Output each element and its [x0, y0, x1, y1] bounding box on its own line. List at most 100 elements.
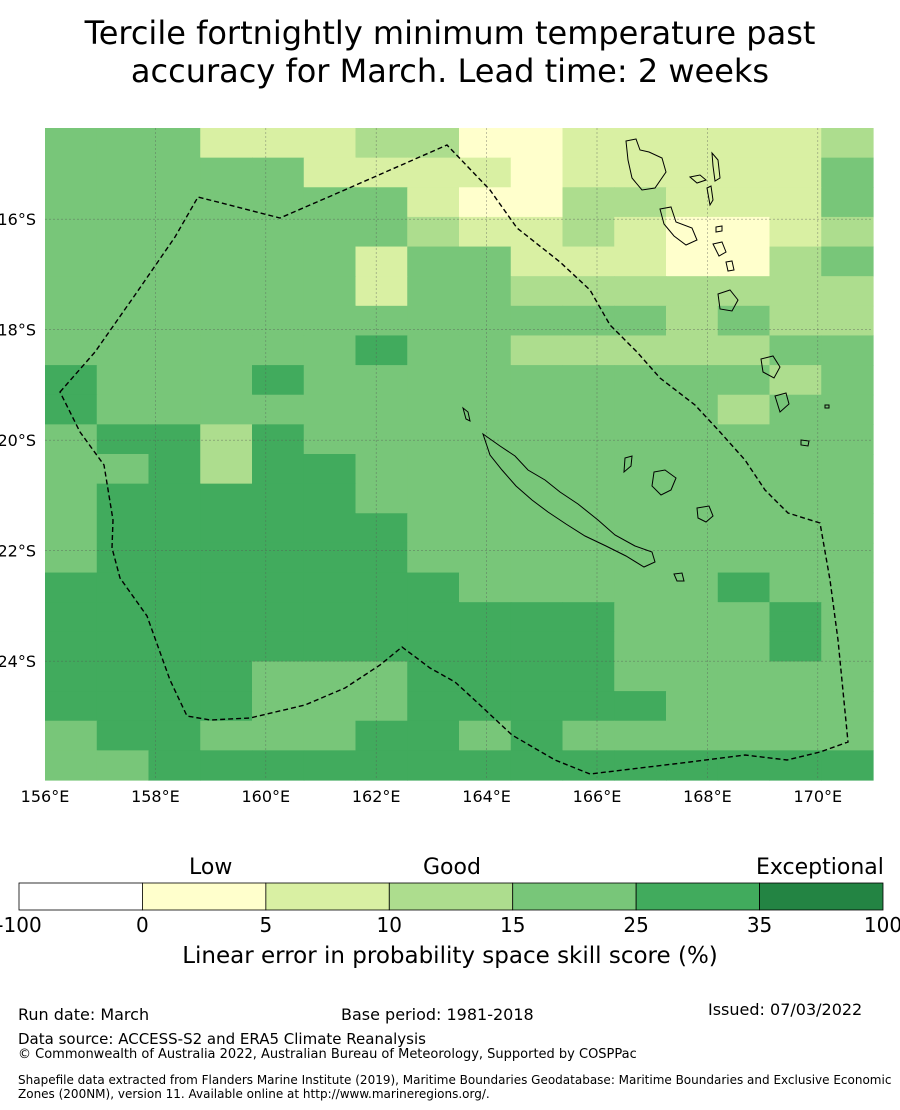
skill-cell: [769, 750, 822, 781]
skill-cell: [510, 187, 564, 218]
skill-cell: [200, 513, 253, 544]
skill-cell: [45, 394, 98, 425]
lon-tick-label: 158°E: [131, 787, 180, 806]
skill-cell: [459, 246, 512, 277]
skill-cell: [200, 128, 253, 159]
island-small-4: [462, 406, 471, 422]
skill-cell: [821, 365, 874, 396]
skill-cell: [355, 335, 408, 366]
colorbar-segment: [512, 882, 637, 911]
skill-cell: [510, 335, 564, 366]
skill-cell: [769, 661, 822, 692]
skill-cell: [562, 216, 615, 248]
lon-tick-label: 156°E: [21, 787, 70, 806]
island-small-1: [715, 225, 723, 233]
skill-cell: [614, 157, 667, 188]
skill-cell: [148, 720, 201, 751]
skill-cell: [303, 216, 357, 248]
skill-cell: [717, 157, 771, 188]
skill-cell: [303, 661, 357, 692]
skill-cell: [562, 602, 615, 633]
map-axis-ticks: 156°E 158°E 160°E 162°E 164°E 166°E 168°E 170°E…: [0, 210, 842, 806]
skill-cell: [407, 157, 460, 188]
skill-cell: [769, 246, 822, 277]
skill-cell: [200, 691, 253, 722]
colorbar-tick-label: 35: [746, 913, 773, 937]
skill-cell: [252, 187, 305, 218]
skill-cell: [666, 424, 719, 455]
skill-cell: [355, 276, 408, 307]
skill-cell: [769, 572, 822, 603]
skill-cell: [148, 157, 201, 188]
island-new-caledonia: [482, 432, 656, 568]
skill-cell: [252, 750, 305, 781]
skill-cell: [717, 365, 771, 396]
island-small-3: [673, 572, 685, 582]
skill-cell: [355, 454, 408, 485]
skill-cell: [200, 216, 253, 248]
island-espiritu-santo: [625, 138, 667, 191]
skill-cell: [562, 513, 615, 544]
skill-cell: [510, 454, 564, 485]
skill-cell: [407, 661, 460, 692]
skill-cell: [252, 454, 305, 485]
skill-cell: [252, 542, 305, 574]
skill-cell: [252, 513, 305, 544]
skill-cell: [407, 454, 460, 485]
skill-cell: [200, 424, 253, 455]
skill-cell: [510, 216, 564, 248]
skill-cell: [717, 187, 771, 218]
skill-cell: [355, 513, 408, 544]
skill-cell: [96, 335, 150, 366]
skill-cell: [562, 661, 615, 692]
island-epi: [712, 241, 727, 257]
skill-cell: [252, 631, 305, 663]
skill-cell: [355, 661, 408, 692]
skill-cell: [45, 750, 98, 781]
skill-cell: [562, 720, 615, 751]
skill-cell: [459, 128, 512, 159]
skill-cell: [200, 365, 253, 396]
skill-cell: [821, 187, 874, 218]
skill-cell: [562, 157, 615, 188]
skill-cell: [96, 513, 150, 544]
skill-cell: [614, 720, 667, 751]
skill-cell: [614, 276, 667, 307]
colorbar-tick-label: 10: [376, 913, 403, 937]
skill-cell: [459, 335, 512, 366]
skill-cell: [562, 365, 615, 396]
island-pentecost: [711, 151, 721, 182]
skill-cell: [45, 335, 98, 366]
skill-cell: [148, 365, 201, 396]
skill-cell: [148, 483, 201, 514]
skill-cell: [148, 335, 201, 366]
skill-cell: [459, 483, 512, 514]
skill-cell: [303, 602, 357, 633]
skill-cell: [303, 305, 357, 337]
skill-cell: [459, 305, 512, 337]
colorbar-tick-label: 0: [136, 913, 149, 937]
skill-cell: [303, 572, 357, 603]
lon-tick-label: 168°E: [683, 787, 732, 806]
skill-cell: [510, 542, 564, 574]
skill-cell: [821, 335, 874, 366]
skill-cell: [769, 276, 822, 307]
skill-cell: [303, 128, 357, 159]
issued-date: Issued: 07/03/2022: [708, 1000, 863, 1019]
skill-cell: [407, 216, 460, 248]
island-tanna: [760, 355, 781, 379]
skill-cell: [45, 631, 98, 663]
skill-cell: [407, 542, 460, 574]
skill-cell: [355, 631, 408, 663]
skill-cell: [407, 365, 460, 396]
skill-cell: [510, 661, 564, 692]
skill-cell: [148, 424, 201, 455]
skill-cell: [355, 483, 408, 514]
colorbar-segment: [142, 882, 267, 911]
skill-cell: [459, 750, 512, 781]
colorbar: [18, 882, 884, 911]
skill-cell: [252, 157, 305, 188]
chart-title-line1: Tercile fortnightly minimum temperature …: [84, 14, 816, 52]
skill-cell: [769, 483, 822, 514]
skill-cell: [717, 542, 771, 574]
